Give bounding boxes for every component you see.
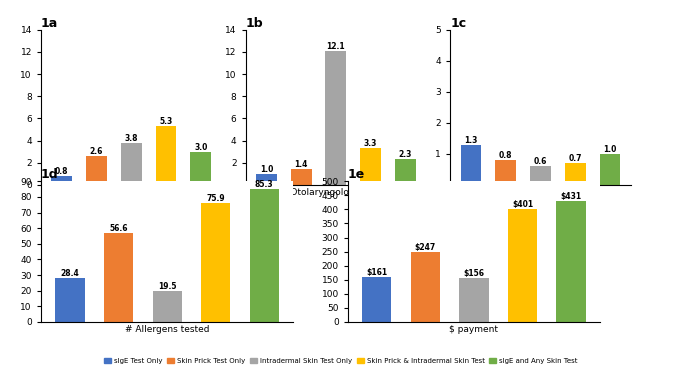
Text: 3.0: 3.0 <box>194 143 207 152</box>
Text: 0.8: 0.8 <box>499 151 512 160</box>
Text: $161: $161 <box>366 268 387 277</box>
Text: 5.3: 5.3 <box>160 117 173 126</box>
Text: 1e: 1e <box>348 168 365 181</box>
X-axis label: # Allergist visits: # Allergist visits <box>94 188 168 197</box>
Text: 85.3: 85.3 <box>255 180 273 189</box>
Text: $156: $156 <box>464 269 484 278</box>
Text: 2.3: 2.3 <box>399 151 412 159</box>
Text: $401: $401 <box>512 200 533 209</box>
X-axis label: # Allergens tested: # Allergens tested <box>125 325 209 334</box>
Text: 28.4: 28.4 <box>61 269 79 278</box>
Text: 3.3: 3.3 <box>364 139 377 148</box>
Text: 0.8: 0.8 <box>55 167 68 176</box>
X-axis label: # Pulmonologist visits: # Pulmonologist visits <box>490 188 591 197</box>
Text: 19.5: 19.5 <box>158 282 177 292</box>
Bar <box>460 145 481 185</box>
X-axis label: # Otolaryngologist visits: # Otolaryngologist visits <box>280 188 392 197</box>
Text: 1.0: 1.0 <box>604 145 617 154</box>
Bar <box>256 174 277 185</box>
Bar <box>530 166 551 185</box>
Text: 1b: 1b <box>246 17 263 30</box>
Text: 0.7: 0.7 <box>569 154 582 163</box>
Bar <box>291 169 312 185</box>
Bar <box>121 143 142 185</box>
Text: $247: $247 <box>415 243 436 252</box>
Legend: sIgE Test Only, Skin Prick Test Only, Intradermal Skin Test Only, Skin Prick & I: sIgE Test Only, Skin Prick Test Only, In… <box>102 355 580 367</box>
Bar <box>201 204 231 322</box>
Text: 1.3: 1.3 <box>464 135 477 145</box>
Bar <box>51 176 72 185</box>
Text: 56.6: 56.6 <box>109 225 128 233</box>
Bar <box>155 126 177 185</box>
Text: 1.4: 1.4 <box>295 161 308 169</box>
Text: 1d: 1d <box>41 168 59 181</box>
X-axis label: $ payment: $ payment <box>449 325 499 334</box>
Text: 1c: 1c <box>450 17 466 30</box>
Bar <box>599 154 621 185</box>
Text: 1.0: 1.0 <box>260 165 273 174</box>
Text: 1a: 1a <box>41 17 58 30</box>
Bar <box>153 292 181 322</box>
Bar <box>190 152 211 185</box>
Bar <box>411 252 440 322</box>
Bar <box>395 159 416 185</box>
Bar <box>362 277 391 322</box>
Bar <box>565 163 586 185</box>
Bar <box>360 148 381 185</box>
Bar <box>104 233 133 322</box>
Bar <box>250 189 279 322</box>
Text: 0.6: 0.6 <box>534 157 547 166</box>
Bar <box>508 209 537 322</box>
Bar <box>325 51 346 185</box>
Text: 75.9: 75.9 <box>206 194 225 204</box>
Text: 2.6: 2.6 <box>90 147 103 156</box>
Bar <box>86 156 107 185</box>
Bar <box>460 278 488 322</box>
Bar <box>557 201 586 322</box>
Bar <box>55 278 85 322</box>
Text: 12.1: 12.1 <box>327 42 345 51</box>
Text: 3.8: 3.8 <box>125 134 138 143</box>
Text: $431: $431 <box>561 192 582 201</box>
Bar <box>495 160 516 185</box>
